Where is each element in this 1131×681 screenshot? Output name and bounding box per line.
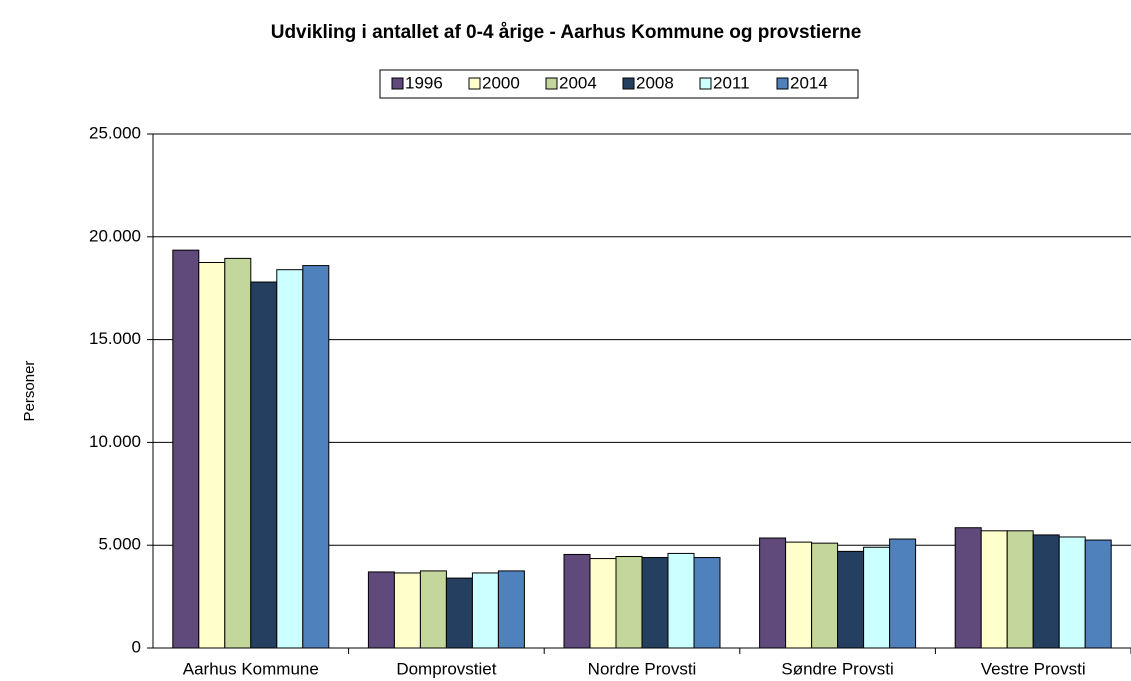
bar	[889, 538, 917, 649]
bar	[419, 570, 447, 649]
x-tick-label: Domprovstiet	[396, 659, 496, 678]
legend-swatch	[776, 77, 789, 90]
legend-label: 2014	[790, 73, 828, 92]
legend-label: 2008	[636, 73, 674, 92]
bar	[615, 556, 643, 649]
x-tick-label: Nordre Provsti	[588, 659, 697, 678]
legend-label: 2000	[482, 73, 520, 92]
bar	[1058, 536, 1086, 649]
y-tick-label: 25.000	[89, 123, 141, 142]
bar	[198, 262, 226, 649]
x-tick-label: Aarhus Kommune	[183, 659, 319, 678]
bar	[367, 571, 395, 649]
y-tick-label: 5.000	[98, 535, 141, 554]
bar	[1006, 530, 1034, 649]
bar	[445, 577, 473, 649]
bar	[497, 570, 525, 649]
legend-swatch	[699, 77, 712, 90]
bar	[759, 537, 787, 649]
bar	[954, 527, 982, 649]
bar	[471, 572, 499, 649]
bar	[224, 257, 252, 649]
chart-title: Udvikling i antallet af 0-4 årige - Aarh…	[271, 22, 862, 43]
bar	[980, 530, 1008, 649]
bar	[693, 557, 721, 649]
legend-swatch	[622, 77, 635, 90]
legend-label: 1996	[405, 73, 443, 92]
bar	[641, 557, 669, 649]
legend-swatch	[468, 77, 481, 90]
bar	[1084, 539, 1112, 649]
y-axis-label: Personer	[21, 361, 38, 422]
bar	[863, 546, 891, 649]
bar	[172, 249, 200, 649]
legend-swatch	[545, 77, 558, 90]
y-tick-label: 0	[132, 637, 141, 656]
x-tick-label: Vestre Provsti	[981, 659, 1086, 678]
bar	[393, 572, 421, 649]
bar	[811, 542, 839, 649]
legend-label: 2004	[559, 73, 597, 92]
bar	[276, 269, 304, 649]
bar	[785, 541, 813, 649]
y-tick-label: 10.000	[89, 432, 141, 451]
x-tick-label: Søndre Provsti	[781, 659, 893, 678]
bar	[302, 265, 330, 649]
bar	[250, 281, 278, 649]
bar	[589, 558, 617, 649]
bar	[667, 552, 695, 649]
y-tick-label: 20.000	[89, 226, 141, 245]
bar	[563, 553, 591, 649]
y-tick-label: 15.000	[89, 329, 141, 348]
legend-label: 2011	[713, 73, 750, 92]
bar	[837, 550, 865, 649]
legend-swatch	[391, 77, 404, 90]
bar	[1032, 534, 1060, 649]
